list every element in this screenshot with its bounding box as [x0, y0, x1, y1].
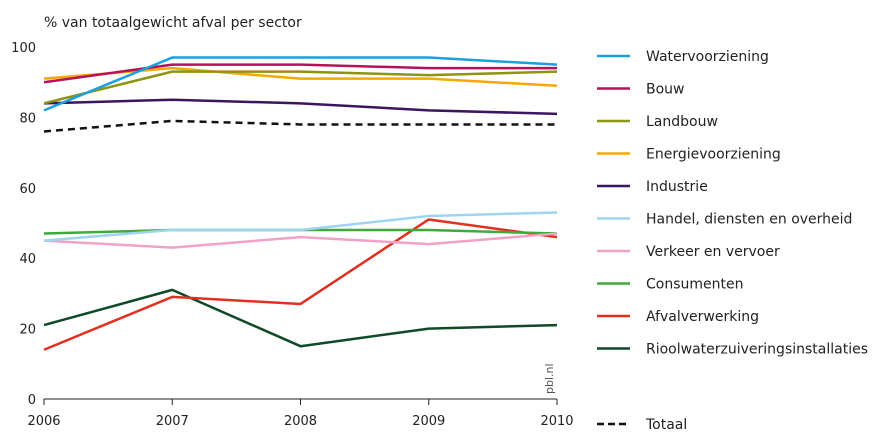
legend-label-totaal: Totaal	[645, 417, 687, 433]
series-lines	[43, 56, 558, 351]
series-line-handel-diensten-en-overheid	[43, 211, 558, 242]
legend-label-handel-diensten-en-overheid: Handel, diensten en overheid	[646, 212, 852, 228]
y-tick-label: 80	[19, 111, 36, 126]
legend-label-consumenten: Consumenten	[646, 277, 743, 293]
series-line-landbouw	[43, 70, 558, 105]
series-line-verkeer-en-vervoer	[43, 232, 558, 249]
series-line-watervoorziening	[43, 56, 558, 112]
series-line-afvalverwerking	[43, 218, 558, 351]
series-line-totaal	[43, 119, 557, 133]
legend-label-landbouw: Landbouw	[646, 114, 718, 130]
y-tick-label: 40	[19, 252, 36, 267]
legend-label-industrie: Industrie	[646, 179, 708, 195]
series-line-bouw	[43, 63, 557, 84]
series-line-industrie	[43, 98, 558, 116]
legend-label-bouw: Bouw	[646, 82, 685, 98]
y-tick-label: 100	[11, 41, 36, 56]
legend-label-afvalverwerking: Afvalverwerking	[646, 309, 759, 325]
watermark: pbl.nl	[543, 363, 556, 394]
legend-label-watervoorziening: Watervoorziening	[646, 49, 769, 65]
legend-label-rioolwaterzuiveringsinstallaties: Rioolwaterzuiveringsinstallaties	[646, 342, 868, 358]
y-ticks: 0 20 40 60 80 100	[11, 41, 36, 408]
legend-label-verkeer-en-vervoer: Verkeer en vervoer	[646, 244, 780, 260]
legend: Watervoorziening Bouw Landbouw Energievoorz…	[597, 49, 868, 433]
y-tick-label: 60	[19, 182, 36, 197]
x-tick-label: 2006	[27, 414, 60, 429]
legend-label-energievoorziening: Energievoorziening	[646, 147, 781, 163]
y-tick-label: 20	[19, 323, 36, 338]
x-tick-label: 2009	[412, 414, 445, 429]
x-tick-label: 2008	[284, 414, 317, 429]
x-ticks: 2006 2007 2008 2009 2010	[27, 399, 574, 429]
x-tick-label: 2010	[540, 414, 573, 429]
y-tick-label: 0	[28, 393, 36, 408]
x-tick-label: 2007	[156, 414, 189, 429]
series-line-rioolwaterzuiveringsinstallaties	[43, 288, 558, 348]
y-axis-label: % van totaalgewicht afval per sector	[44, 15, 302, 31]
